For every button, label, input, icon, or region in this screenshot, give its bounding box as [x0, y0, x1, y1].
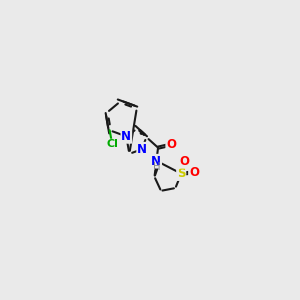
Text: Cl: Cl: [106, 140, 118, 149]
Text: N: N: [151, 155, 161, 168]
Text: N: N: [121, 130, 131, 143]
Text: O: O: [179, 155, 190, 168]
Text: S: S: [177, 167, 185, 180]
Text: O: O: [166, 138, 176, 151]
Text: H: H: [153, 161, 161, 172]
Text: N: N: [137, 143, 147, 156]
Text: O: O: [189, 166, 199, 179]
